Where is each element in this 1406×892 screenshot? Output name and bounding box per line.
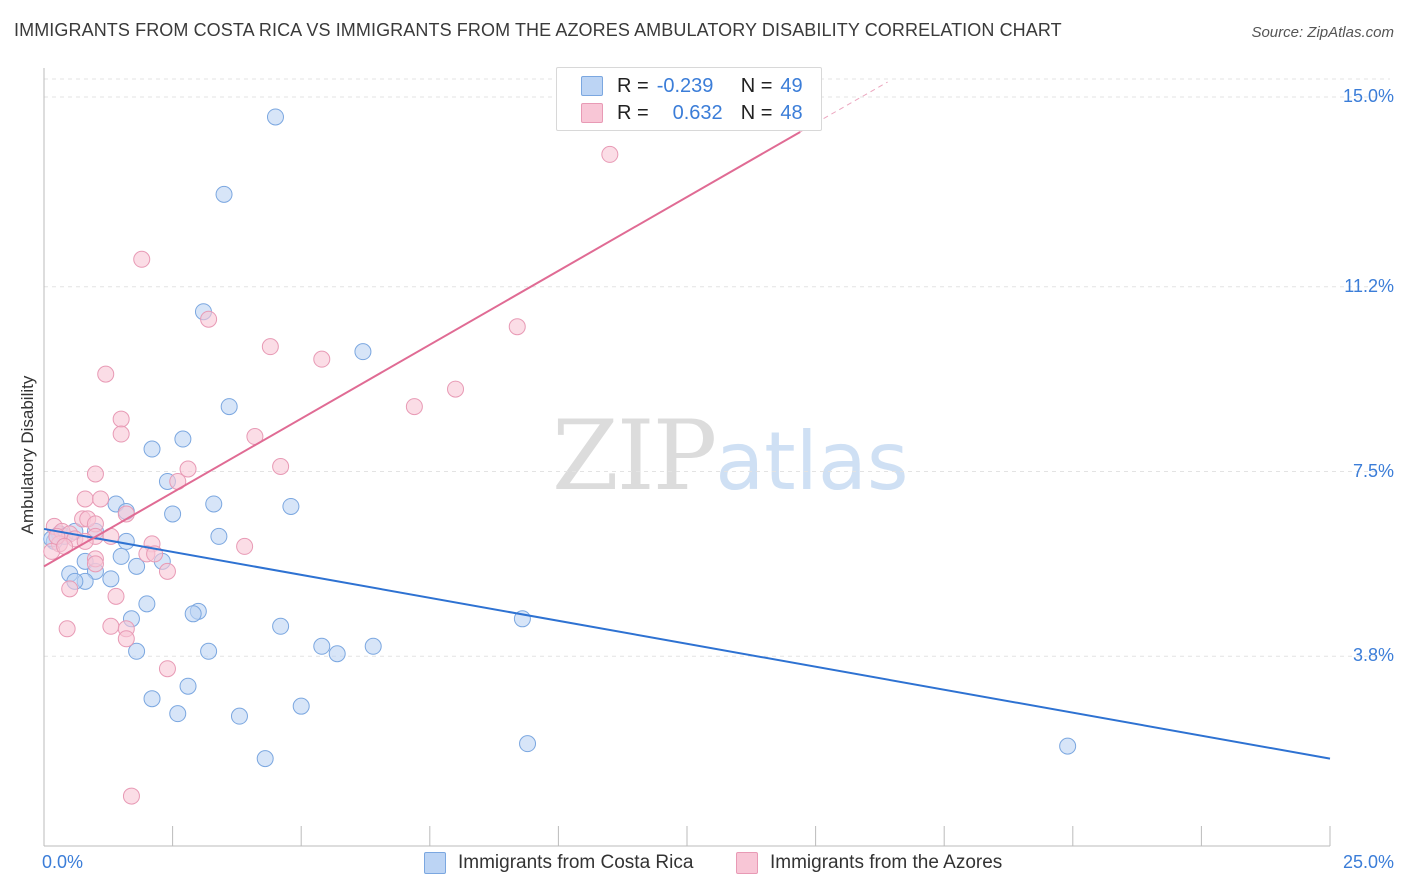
point-costa-rica [313,637,331,655]
point-costa-rica [230,707,248,725]
point-azores [236,537,254,555]
point-azores [97,365,115,383]
trendline-costa-rica [43,527,1331,760]
point-azores [508,318,526,336]
point-azores [601,145,619,163]
y-axis-label: Ambulatory Disability [18,375,37,535]
point-costa-rica [220,398,238,416]
legend-label: Immigrants from Costa Rica [458,852,694,873]
point-costa-rica [1059,737,1077,755]
point-costa-rica [169,705,187,723]
trendline-azores [43,131,801,568]
point-azores [86,465,104,483]
point-azores [405,398,423,416]
point-costa-rica [112,547,130,565]
blue-swatch [581,76,603,96]
source-label: Source: ZipAtlas.com [1251,24,1394,41]
r-value: -0.239 [656,74,714,97]
point-costa-rica [328,645,346,663]
point-azores [107,587,125,605]
chart-title: IMMIGRANTS FROM COSTA RICA VS IMMIGRANTS… [14,20,1062,40]
point-azores [261,338,279,356]
n-label: N = [740,101,773,124]
blue-swatch [424,852,446,874]
n-value: 48 [780,101,803,124]
y-tick-label: 7.5% [1352,460,1394,481]
point-costa-rica [256,750,274,768]
point-costa-rica [215,185,233,203]
point-costa-rica [266,108,284,126]
y-tick-label: 11.2% [1344,275,1394,296]
n-label: N = [740,74,773,97]
point-costa-rica [272,617,290,635]
point-azores [313,350,331,368]
point-costa-rica [128,557,146,575]
point-costa-rica [354,343,372,361]
watermark-atlas: atlas [715,415,909,508]
point-costa-rica [205,495,223,513]
point-costa-rica [164,505,182,523]
point-azores [179,460,197,478]
point-costa-rica [200,642,218,660]
point-azores [61,580,79,598]
watermark-zip: ZIP [552,400,717,512]
legend-label: Immigrants from the Azores [770,852,1003,873]
point-azores [92,490,110,508]
legend-item-azores: Immigrants from the Azores [736,852,1002,874]
point-azores [447,380,465,398]
point-azores [133,250,151,268]
point-costa-rica [364,637,382,655]
trendline-azores-extension [799,81,888,133]
point-costa-rica [128,642,146,660]
r-value: 0.632 [672,101,723,124]
stats-legend-row-azores: R = 0.632 N = 48 [581,100,803,126]
point-costa-rica [138,595,156,613]
point-costa-rica [292,697,310,715]
x-tick-label: 0.0% [42,852,84,872]
point-azores [122,787,140,805]
point-costa-rica [102,570,120,588]
r-label: R = [617,74,649,97]
point-azores [58,620,76,638]
stats-legend: R = -0.239 N = 49 R = 0.632 N = 48 [556,67,822,131]
point-costa-rica [117,532,135,550]
n-value: 49 [780,74,803,97]
point-costa-rica [179,677,197,695]
point-azores [112,425,130,443]
stats-legend-row-costa-rica: R = -0.239 N = 49 [581,73,803,99]
point-costa-rica [174,430,192,448]
point-azores [102,617,120,635]
point-azores [112,410,130,428]
point-costa-rica [210,527,228,545]
point-costa-rica [282,497,300,515]
point-azores [117,630,135,648]
legend-item-costa-rica: Immigrants from Costa Rica [424,852,693,874]
point-azores [76,490,94,508]
point-azores [272,458,290,476]
y-tick-label: 3.8% [1352,645,1394,666]
point-costa-rica [143,690,161,708]
r-label: R = [617,101,649,124]
pink-swatch [581,103,603,123]
pink-swatch [736,852,758,874]
y-tick-label: 15.0% [1342,86,1394,106]
point-azores [158,562,176,580]
point-azores [200,310,218,328]
point-costa-rica [519,735,537,753]
point-azores [86,555,104,573]
watermark: ZIPatlas [552,400,909,512]
point-costa-rica [143,440,161,458]
point-costa-rica [184,605,202,623]
point-azores [158,660,176,678]
x-tick-label: 25.0% [1342,852,1394,872]
